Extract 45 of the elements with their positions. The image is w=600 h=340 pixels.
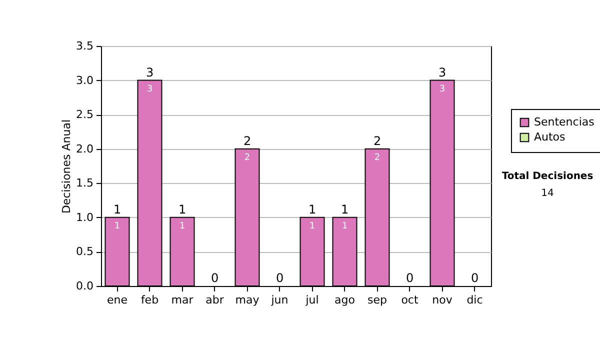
- x-tick-label: feb: [140, 294, 159, 306]
- y-tick-label: 0.5: [76, 245, 94, 258]
- y-tick-label: 2.5: [76, 108, 94, 122]
- total-label: 2: [373, 134, 382, 148]
- total-label: 0: [210, 271, 219, 285]
- x-tick-label: may: [235, 294, 260, 306]
- data-label: 1: [309, 221, 316, 232]
- x-tick-label: ene: [106, 294, 128, 306]
- x-tick-label: sep: [368, 294, 388, 306]
- total-label: 0: [406, 271, 414, 285]
- data-label: 3: [146, 84, 153, 94]
- x-tick-label: nov: [432, 294, 453, 306]
- x-tick-label: dic: [466, 294, 483, 306]
- text: Total Decisiones: [500, 171, 594, 182]
- total-label: 1: [340, 202, 349, 216]
- total-label: 0: [276, 271, 284, 285]
- y-tick-label: 2.0: [76, 142, 94, 156]
- y-tick-label: 1.5: [76, 176, 94, 190]
- total-label: 0: [470, 271, 479, 285]
- x-tick-label: abr: [206, 294, 224, 306]
- total-label: 2: [243, 134, 252, 148]
- y-tick-label: 3.5: [76, 40, 94, 52]
- data-label: 1: [342, 221, 348, 232]
- text: 14: [540, 188, 555, 199]
- data-label: 1: [114, 221, 120, 232]
- y-tick-label: 0.0: [76, 280, 94, 292]
- legend-label: Autos: [534, 130, 566, 144]
- x-tick-label: oct: [401, 294, 419, 306]
- total-label: 3: [146, 65, 154, 80]
- legend-label: Sentencias: [534, 116, 595, 128]
- y-tick-label: 3.0: [76, 74, 94, 87]
- y-tick-label: 1.0: [76, 210, 94, 224]
- x-tick-label: jun: [270, 294, 288, 306]
- x-tick-label: ago: [334, 294, 356, 306]
- data-label: 3: [439, 84, 446, 94]
- y-axis-title: Decisiones Anual: [60, 119, 74, 214]
- x-tick-label: mar: [171, 294, 194, 306]
- data-label: 2: [374, 152, 380, 163]
- total-label: 1: [308, 202, 316, 216]
- total-label: 1: [178, 202, 186, 216]
- data-label: 1: [179, 221, 186, 232]
- total-label: 1: [113, 202, 122, 216]
- x-tick-label: jul: [304, 294, 319, 306]
- total-label: 3: [438, 65, 446, 80]
- data-label: 2: [244, 152, 250, 163]
